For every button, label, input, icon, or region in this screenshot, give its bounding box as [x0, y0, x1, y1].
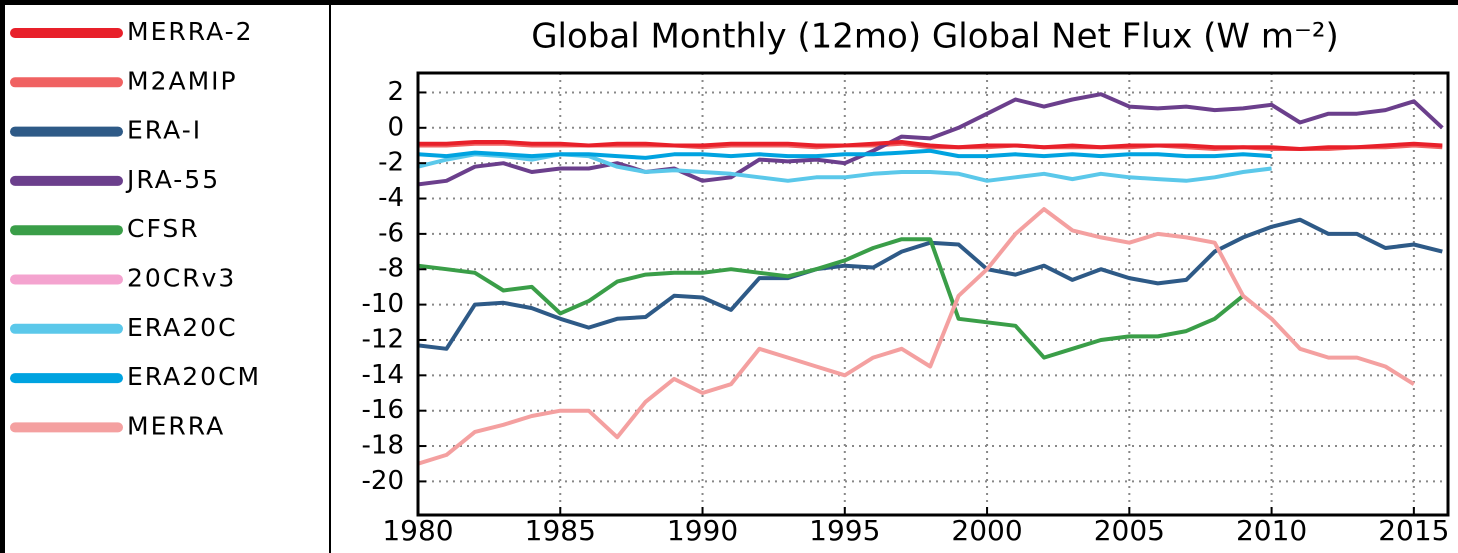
y-tick-label: 0: [387, 112, 404, 142]
y-tick-label: -20: [362, 466, 404, 496]
plot-lines: [418, 92, 1444, 466]
y-tick-label: -10: [362, 289, 404, 319]
x-tick-label: 2005: [1094, 514, 1165, 547]
legend-label: ERA-I: [127, 116, 202, 145]
chart-title: Global Monthly (12mo) Global Net Flux (W…: [531, 17, 1339, 57]
y-tick-label: -16: [362, 395, 404, 425]
legend-label: MERRA-2: [127, 17, 254, 46]
legend-label: ERA20CM: [127, 362, 261, 391]
legend-label: JRA-55: [125, 165, 220, 194]
y-tick-label: -14: [362, 360, 404, 390]
x-tick-label: 1995: [809, 514, 880, 547]
x-tick-label: 1990: [667, 514, 738, 547]
x-tick-label: 2000: [951, 514, 1022, 547]
x-tick-label: 1985: [525, 514, 596, 547]
plot-frame: [416, 71, 1450, 517]
legend-label: MERRA: [127, 411, 225, 440]
legend-label: CFSR: [127, 214, 200, 243]
y-tick-label: -12: [362, 324, 404, 354]
y-tick-label: -4: [378, 183, 404, 213]
x-tick-label: 2010: [1236, 514, 1307, 547]
series-line: [418, 140, 1443, 151]
y-tick-label: -18: [362, 431, 404, 461]
y-tick-label: -8: [378, 254, 404, 284]
series-line: [418, 237, 1245, 360]
background: [5, 5, 1458, 553]
x-tick-label: 2015: [1378, 514, 1449, 547]
legend-label: ERA20C: [127, 313, 238, 342]
y-tick-label: -2: [378, 148, 404, 178]
y-tick-label: 2: [387, 77, 404, 107]
legend: MERRA-2 M2AMIP ERA-I JRA-55 CFSR 20CRv3 ERA20C…: [10, 17, 261, 440]
series-line: [418, 92, 1444, 187]
x-tick-label: 1980: [382, 514, 453, 547]
legend-label: 20CRv3: [127, 264, 236, 293]
series-line: [418, 207, 1415, 466]
axes: 1980 1985 1990 1995 2000 2005 2010 2015 2 0 -2 -4 -6…: [362, 71, 1450, 547]
series-line: [418, 148, 1272, 160]
y-tick-label: -6: [378, 218, 404, 248]
legend-label: M2AMIP: [127, 66, 238, 95]
